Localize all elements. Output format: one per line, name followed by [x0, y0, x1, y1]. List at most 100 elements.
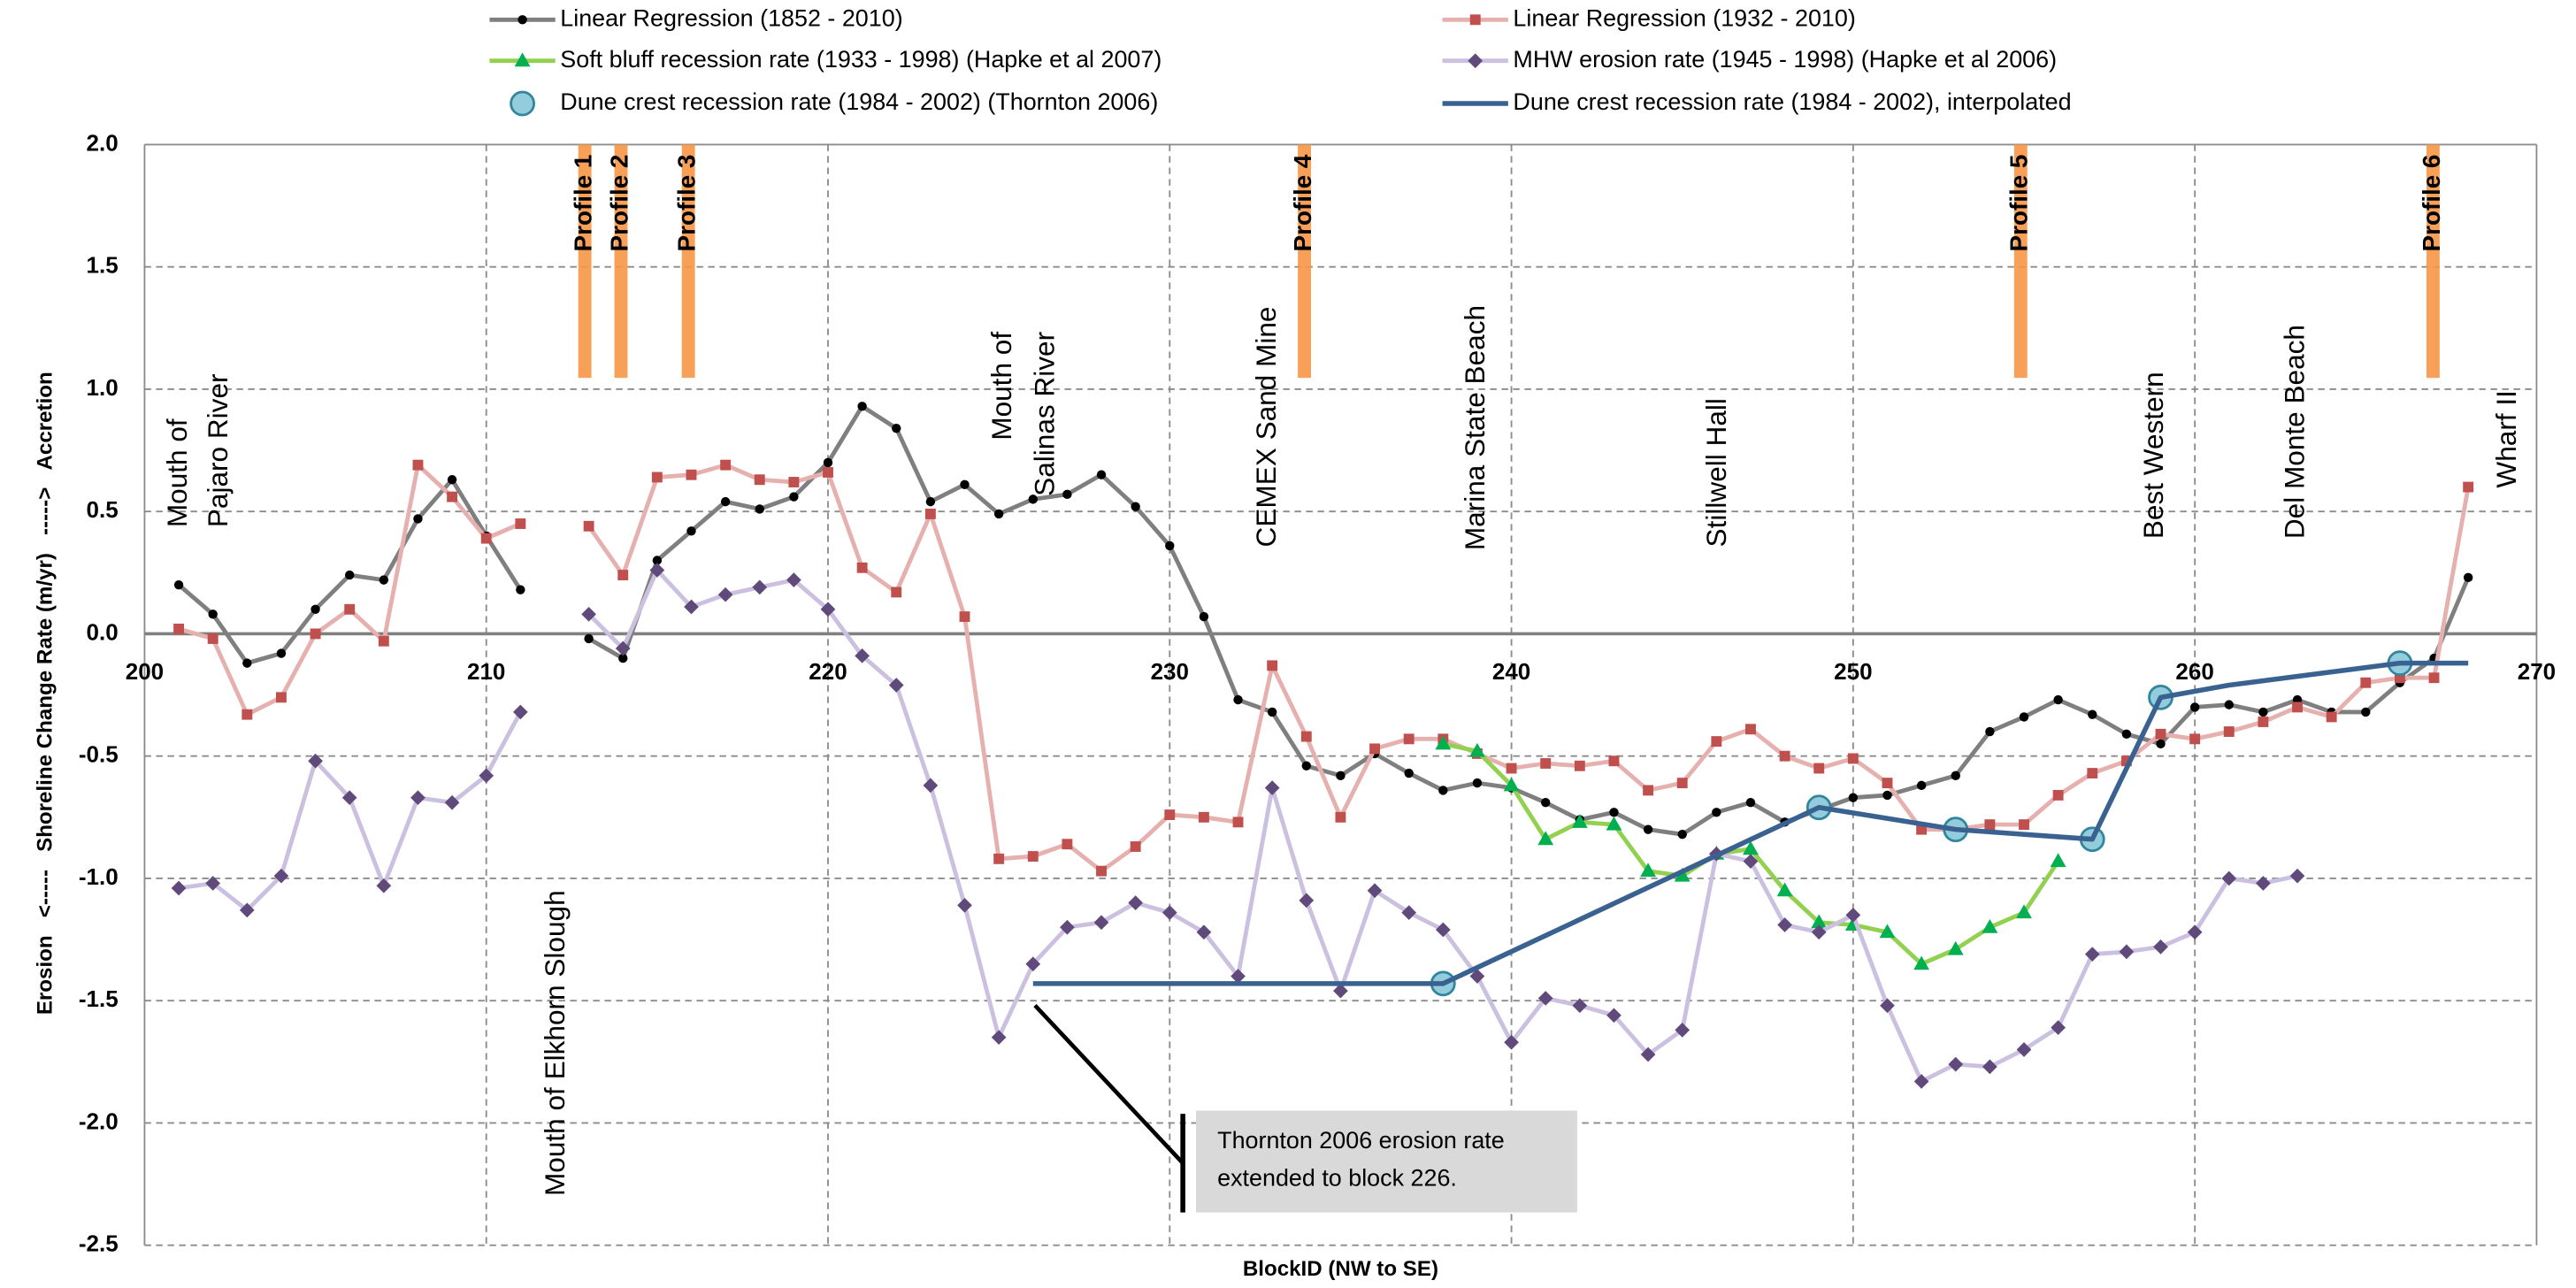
point: [1438, 786, 1448, 795]
point: [1677, 829, 1687, 840]
point: [1537, 991, 1553, 1006]
x-tick-label: 210: [467, 658, 505, 685]
point: [480, 533, 492, 544]
callout-text: Thornton 2006 erosion rate: [1217, 1127, 1505, 1154]
point: [1233, 694, 1243, 705]
profile-label: Profile 6: [2418, 155, 2445, 252]
y-tick-label: 1.5: [87, 252, 119, 279]
y-tick-label: -0.5: [79, 741, 119, 768]
profile-label: Profile 4: [1289, 154, 1316, 251]
point: [1128, 895, 1144, 910]
point: [2326, 711, 2337, 723]
point: [171, 880, 187, 896]
point: [1196, 924, 1212, 940]
point: [276, 648, 287, 658]
point: [1093, 915, 1109, 931]
point: [344, 603, 356, 615]
y-tick-label: 2.0: [87, 129, 119, 156]
point: [2258, 707, 2268, 717]
point: [2463, 481, 2474, 493]
point: [2187, 924, 2203, 940]
point: [1776, 882, 1793, 897]
point: [1606, 816, 1622, 831]
point: [1131, 502, 1140, 511]
legend-label: Dune crest recession rate (1984 - 2002),…: [1513, 88, 2071, 115]
point: [1640, 862, 1656, 878]
point: [447, 475, 457, 485]
point: [788, 477, 800, 487]
point: [1369, 743, 1380, 755]
point: [1301, 761, 1311, 770]
legend-label: Dune crest recession rate (1984 - 2002) …: [560, 88, 1158, 115]
y-tick-label: -1.5: [79, 985, 119, 1012]
point: [1503, 777, 1520, 792]
point: [1879, 924, 1896, 939]
point: [447, 491, 458, 502]
legend-marker: [1469, 14, 1481, 26]
point: [856, 562, 868, 573]
point: [2052, 789, 2064, 801]
location-label: Wharf II: [2490, 390, 2522, 487]
point: [651, 472, 663, 483]
point: [1882, 790, 1892, 801]
point: [1028, 494, 1038, 504]
point: [686, 526, 696, 536]
point: [1845, 908, 1861, 923]
point: [1745, 798, 1756, 808]
point: [1027, 851, 1039, 862]
point: [1336, 770, 1346, 781]
point: [752, 579, 768, 595]
legend-marker: [1468, 53, 1484, 69]
point: [1062, 839, 1073, 850]
point: [820, 602, 836, 617]
point: [888, 678, 904, 693]
point: [1813, 763, 1825, 774]
point: [925, 496, 936, 507]
legend-marker: [514, 52, 531, 67]
point: [173, 579, 184, 590]
point: [173, 623, 184, 634]
point: [924, 509, 936, 519]
point: [1506, 763, 1517, 774]
point: [1025, 956, 1041, 972]
point: [2088, 709, 2097, 719]
point: [2360, 677, 2372, 688]
y-tick-label: 1.0: [87, 374, 119, 401]
point: [1982, 1059, 1997, 1075]
point: [823, 457, 833, 468]
point: [1335, 811, 1346, 823]
point: [1985, 726, 1995, 737]
profile-label: Profile 3: [673, 155, 701, 252]
y-tick-label: 0.0: [87, 618, 119, 645]
point: [1404, 768, 1414, 778]
point: [2084, 947, 2100, 962]
point: [1469, 969, 1485, 984]
point: [617, 570, 629, 581]
point: [2019, 712, 2029, 722]
point: [1299, 893, 1315, 908]
point: [1913, 1074, 1929, 1089]
point: [1676, 778, 1688, 789]
point: [1062, 489, 1072, 500]
location-label: Marina State Beach: [1459, 305, 1491, 550]
point: [1848, 793, 1859, 802]
y-tick-label: 0.5: [87, 496, 119, 523]
location-label: Stillwell Hall: [1700, 398, 1732, 547]
point: [273, 868, 289, 884]
legend-marker: [518, 15, 527, 25]
point: [2289, 868, 2305, 884]
point: [686, 469, 697, 480]
y-tick-label: -2.5: [79, 1230, 119, 1257]
point: [857, 402, 867, 411]
point: [2189, 702, 2200, 712]
point: [1913, 955, 1930, 970]
point: [276, 692, 287, 703]
point: [1811, 914, 1828, 929]
point: [2121, 729, 2132, 740]
point: [823, 467, 833, 478]
point: [1198, 811, 1209, 823]
point: [1608, 755, 1620, 767]
point: [2292, 702, 2303, 713]
point: [345, 570, 355, 580]
